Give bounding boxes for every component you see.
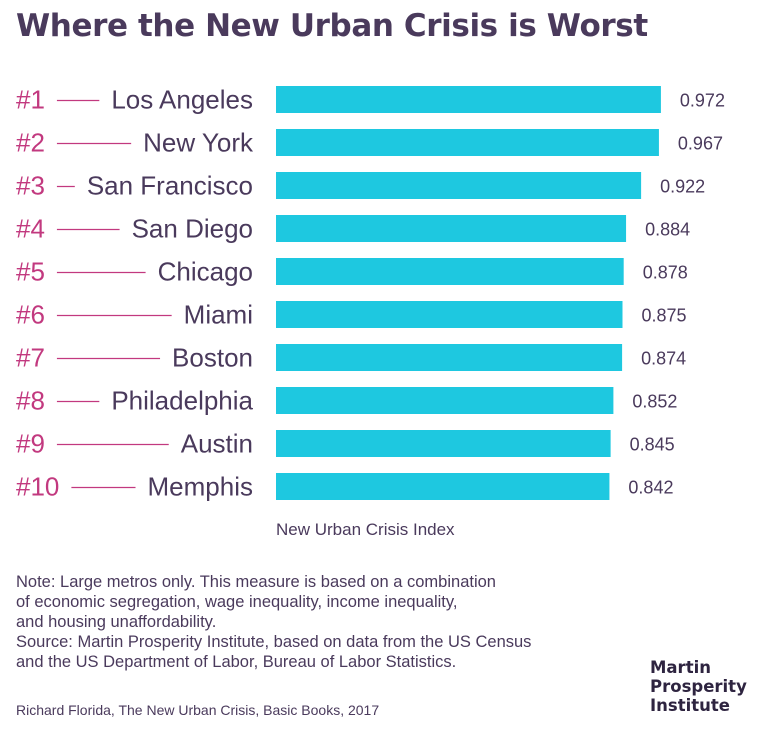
value-label: 0.875 [642,306,687,326]
bar [276,258,624,285]
category-label: San Francisco [87,171,253,201]
category-label: Austin [181,429,253,459]
rank-label: #10 [16,472,59,502]
rank-label: #3 [16,171,45,201]
rank-label: #2 [16,128,45,158]
bar [276,387,614,414]
logo-line: Prosperity [650,677,747,696]
category-label: Boston [172,343,253,373]
x-axis-label: New Urban Crisis Index [276,520,455,539]
bar [276,301,623,328]
category-label: Memphis [148,472,253,502]
value-label: 0.922 [660,177,705,197]
value-label: 0.845 [630,435,675,455]
bar [276,430,611,457]
rank-label: #6 [16,300,45,330]
note-line: of economic segregation, wage inequality… [16,593,458,611]
rank-label: #7 [16,343,45,373]
category-label: Miami [184,300,253,330]
value-label: 0.967 [678,134,723,154]
note-line: Note: Large metros only. This measure is… [16,573,496,591]
category-label: Chicago [158,257,253,287]
note-line: and housing unaffordability. [16,613,217,631]
source-line: and the US Department of Labor, Bureau o… [16,653,457,671]
category-label: Philadelphia [111,386,253,416]
bar-chart: #1 Los Angeles 0.972 #2 New York 0.967 #3 San F… [16,85,725,540]
bar [276,215,627,242]
bar [276,129,659,156]
rank-label: #4 [16,214,45,244]
category-label: San Diego [132,214,253,244]
credit-text: Richard Florida, The New Urban Crisis, B… [16,702,380,718]
category-label: Los Angeles [111,85,253,115]
value-label: 0.874 [641,349,686,369]
rank-label: #1 [16,85,45,115]
bar [276,172,642,199]
bar [276,86,661,113]
rank-label: #8 [16,386,45,416]
value-label: 0.884 [645,220,690,240]
value-label: 0.852 [632,392,677,412]
category-label: New York [143,128,254,158]
martin-prosperity-logo: Martin Prosperity Institute [650,658,765,715]
value-label: 0.842 [628,478,673,498]
note-block: Note: Large metros only. This measure is… [16,572,616,672]
chart-title: Where the New Urban Crisis is Worst [16,8,648,44]
value-label: 0.972 [680,91,725,111]
bar [276,344,623,371]
rank-label: #5 [16,257,45,287]
source-line: Source: Martin Prosperity Institute, bas… [16,633,532,651]
rank-label: #9 [16,429,45,459]
logo-line: Institute [650,696,730,715]
bar [276,473,610,500]
value-label: 0.878 [643,263,688,283]
logo-line: Martin [650,658,711,677]
